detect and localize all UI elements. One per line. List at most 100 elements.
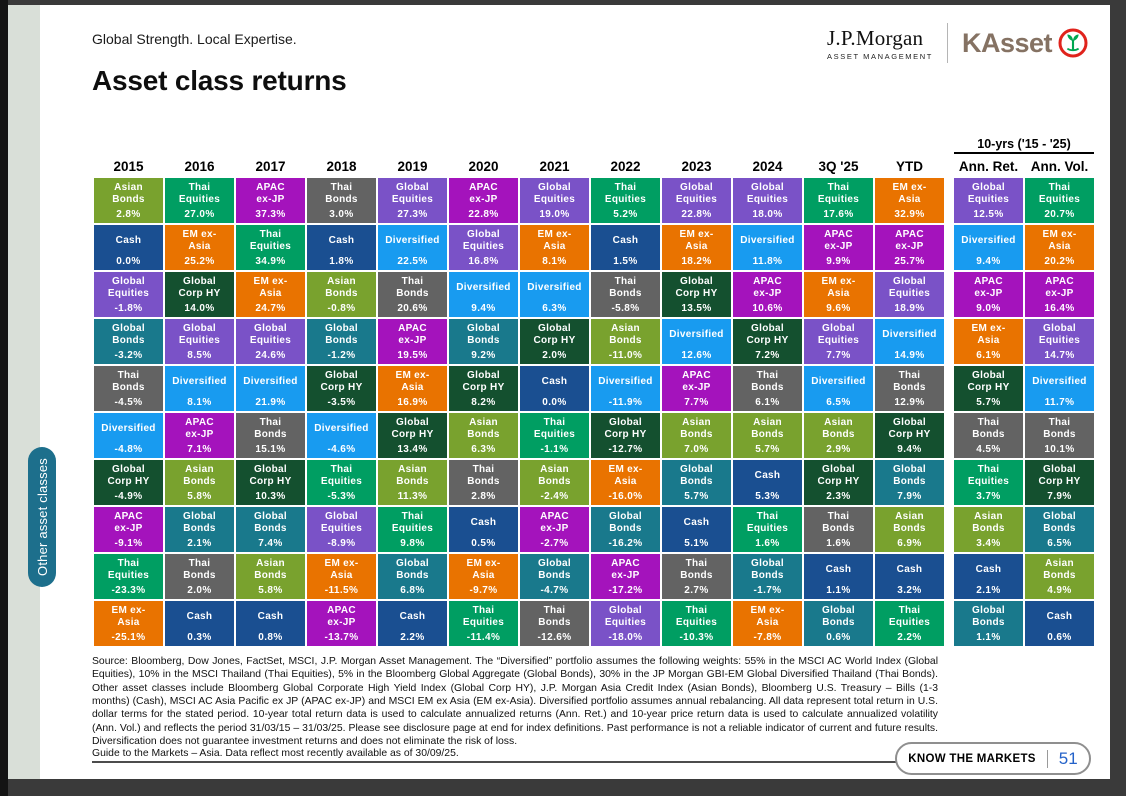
asset-name: Thai Equities — [1038, 182, 1081, 205]
return-cell: Thai Bonds 3.0% — [307, 178, 376, 223]
asset-name: Cash — [896, 564, 923, 575]
asset-return-value: 5.7% — [755, 444, 780, 455]
badge-label: KNOW THE MARKETS — [908, 752, 1036, 765]
asset-return-value: 6.1% — [976, 350, 1001, 361]
return-cell: Cash 5.3% — [733, 460, 802, 505]
column-header: 2021 — [539, 159, 570, 174]
asset-return-value: -23.3% — [111, 585, 146, 596]
asset-name: Cash — [257, 611, 284, 622]
asset-name: EM ex- Asia — [821, 276, 856, 299]
asset-name: Global Equities — [462, 229, 505, 252]
return-cell: EM ex- Asia 6.1% — [954, 319, 1023, 364]
asset-name: Asian Bonds — [751, 417, 784, 440]
asset-return-value: 18.2% — [681, 256, 712, 267]
return-cell: Asian Bonds 6.3% — [449, 413, 518, 458]
logo-group: J.P.Morgan ASSET MANAGEMENT KAsset — [827, 23, 1088, 63]
asset-name: Global Corp HY — [967, 370, 1010, 393]
return-cell: Global Corp HY 2.3% — [804, 460, 873, 505]
asset-name: Diversified — [811, 376, 866, 387]
kasset-sprout-icon — [1058, 28, 1088, 58]
asset-name: Global Equities — [888, 276, 931, 299]
asset-return-value: 6.3% — [542, 303, 567, 314]
return-cell: EM ex- Asia 9.6% — [804, 272, 873, 317]
asset-name: APAC ex-JP — [185, 417, 214, 440]
return-cell: Global Corp HY 14.0% — [165, 272, 234, 317]
return-cell: Thai Bonds -5.8% — [591, 272, 660, 317]
asset-name: Cash — [186, 611, 213, 622]
return-cell: Global Bonds 5.7% — [662, 460, 731, 505]
return-cell: Diversified 22.5% — [378, 225, 447, 270]
return-cell: Global Corp HY 7.2% — [733, 319, 802, 364]
asset-return-value: 1.6% — [826, 538, 851, 549]
asset-return-value: 10.1% — [1044, 444, 1075, 455]
return-cell: Diversified 9.4% — [954, 225, 1023, 270]
return-cell: EM ex- Asia -7.8% — [733, 601, 802, 646]
asset-name: Global Corp HY — [817, 464, 860, 487]
asset-name: Global Bonds — [396, 558, 429, 581]
asset-name: Cash — [683, 517, 710, 528]
return-cell: Diversified 12.6% — [662, 319, 731, 364]
asset-name: Cash — [754, 470, 781, 481]
asset-name: Global Equities — [391, 182, 434, 205]
asset-return-value: 5.2% — [613, 209, 638, 220]
asset-return-value: -0.8% — [327, 303, 356, 314]
logo-divider — [946, 23, 948, 63]
return-cell: EM ex- Asia -16.0% — [591, 460, 660, 505]
return-cell: Thai Bonds 6.1% — [733, 366, 802, 411]
asset-name: Diversified — [172, 376, 227, 387]
other-asset-classes-tab[interactable]: Other asset classes — [28, 447, 56, 587]
asset-name: Global Bonds — [751, 558, 784, 581]
asset-name: Global Equities — [817, 323, 860, 346]
tagline: Global Strength. Local Expertise. — [92, 31, 297, 47]
return-cell: Global Corp HY -4.9% — [94, 460, 163, 505]
asset-name: Cash — [825, 564, 852, 575]
asset-return-value: -9.1% — [114, 538, 143, 549]
asset-name: Asian Bonds — [254, 558, 287, 581]
asset-return-value: 16.9% — [397, 397, 428, 408]
asset-name: Global Bonds — [893, 464, 926, 487]
asset-name: Thai Equities — [533, 417, 576, 440]
asset-name: Thai Equities — [888, 605, 931, 628]
asset-return-value: 1.8% — [329, 256, 354, 267]
asset-return-value: -4.7% — [540, 585, 569, 596]
return-cell: EM ex- Asia 16.9% — [378, 366, 447, 411]
asset-return-value: -10.3% — [679, 632, 714, 643]
asset-name: Thai Bonds — [680, 558, 713, 581]
asset-name: EM ex- Asia — [253, 276, 288, 299]
asset-return-value: 12.5% — [973, 209, 1004, 220]
return-cell: Global Bonds 7.9% — [875, 460, 944, 505]
asset-name: Global Equities — [675, 182, 718, 205]
asset-name: Thai Bonds — [1043, 417, 1076, 440]
asset-name: Asian Bonds — [893, 511, 926, 534]
asset-name: Cash — [975, 564, 1002, 575]
asset-name: Global Corp HY — [462, 370, 505, 393]
asset-return-value: 0.3% — [187, 632, 212, 643]
asset-return-value: 5.7% — [684, 491, 709, 502]
column-header: 2019 — [397, 159, 428, 174]
asset-name: Global Corp HY — [533, 323, 576, 346]
return-cell: Thai Equities -11.4% — [449, 601, 518, 646]
asset-name: Asian Bonds — [1043, 558, 1076, 581]
asset-name: Cash — [328, 235, 355, 246]
return-cell: Cash 5.1% — [662, 507, 731, 552]
ten-year-group-header: 10-yrs ('15 - '25) — [954, 137, 1094, 154]
asset-name: Global Bonds — [1043, 511, 1076, 534]
return-cell: Diversified 21.9% — [236, 366, 305, 411]
asset-return-value: 1.5% — [613, 256, 638, 267]
return-cell: Global Corp HY 7.9% — [1025, 460, 1094, 505]
return-cell: Global Corp HY 10.3% — [236, 460, 305, 505]
asset-return-value: 7.7% — [826, 350, 851, 361]
asset-return-value: 11.7% — [1044, 397, 1075, 408]
return-cell: APAC ex-JP 7.7% — [662, 366, 731, 411]
return-cell: Global Equities 12.5% — [954, 178, 1023, 223]
column-header: Ann. Ret. — [958, 159, 1019, 174]
asset-name: APAC ex-JP — [824, 229, 853, 252]
return-cell: APAC ex-JP 22.8% — [449, 178, 518, 223]
asset-name: Cash — [470, 517, 497, 528]
asset-name: Thai Equities — [320, 464, 363, 487]
asset-name: EM ex- Asia — [750, 605, 785, 628]
asset-return-value: 20.2% — [1044, 256, 1075, 267]
asset-return-value: 3.2% — [897, 585, 922, 596]
asset-return-value: -13.7% — [324, 632, 359, 643]
column-header: 2023 — [681, 159, 712, 174]
